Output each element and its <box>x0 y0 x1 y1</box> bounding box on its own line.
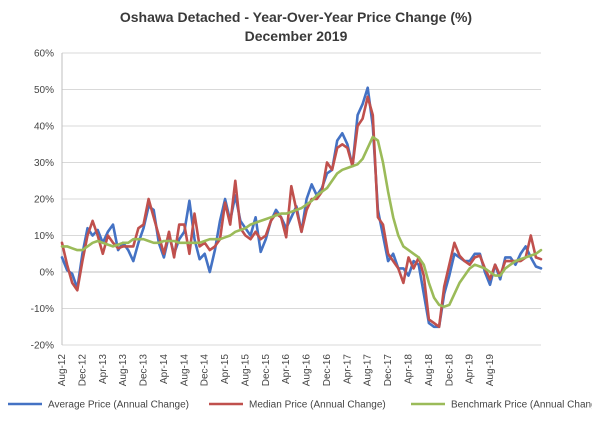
legend-label: Median Price (Annual Change) <box>249 400 386 411</box>
series-line-1 <box>60 95 543 329</box>
y-tick-label: 10% <box>34 231 54 242</box>
x-tick-label: Dec-15 <box>261 354 272 387</box>
y-tick-label: 0% <box>40 268 55 279</box>
x-tick-label: Apr-15 <box>220 354 231 384</box>
x-tick-label: Dec-17 <box>383 354 394 387</box>
x-tick-label: Dec-13 <box>139 354 150 387</box>
x-tick-label: Aug-12 <box>57 354 68 387</box>
chart-subtitle: December 2019 <box>244 28 348 44</box>
x-tick-label: Dec-14 <box>200 354 211 387</box>
x-tick-label: Apr-14 <box>159 354 170 384</box>
x-tick-label: Aug-14 <box>179 354 190 387</box>
y-tick-label: -20% <box>31 341 54 352</box>
x-tick-label: Dec-18 <box>444 354 455 387</box>
x-tick-label: Aug-19 <box>485 354 496 387</box>
y-tick-label: 20% <box>34 195 54 206</box>
x-tick-label: Apr-18 <box>404 354 415 384</box>
y-tick-label: 50% <box>34 85 54 96</box>
y-tick-label: 40% <box>34 122 54 133</box>
x-tick-label: Apr-19 <box>465 354 476 384</box>
x-tick-label: Aug-13 <box>118 354 129 387</box>
x-tick-label: Apr-16 <box>281 354 292 384</box>
y-tick-label: 60% <box>34 49 54 60</box>
x-tick-label: Aug-18 <box>424 354 435 387</box>
y-tick-label: 30% <box>34 158 54 169</box>
x-tick-label: Dec-12 <box>77 354 88 387</box>
x-tick-label: Dec-16 <box>322 354 333 387</box>
series-line-2 <box>60 135 543 309</box>
chart-title: Oshawa Detached - Year-Over-Year Price C… <box>119 9 473 25</box>
legend-label: Average Price (Annual Change) <box>48 400 189 411</box>
x-tick-label: Apr-17 <box>342 354 353 384</box>
y-tick-label: -10% <box>31 304 54 315</box>
legend-label: Benchmark Price (Annual Change) <box>451 400 592 411</box>
x-tick-label: Apr-13 <box>98 354 109 384</box>
x-tick-label: Aug-16 <box>302 354 313 387</box>
x-tick-label: Aug-15 <box>240 354 251 387</box>
x-tick-label: Aug-17 <box>363 354 374 387</box>
